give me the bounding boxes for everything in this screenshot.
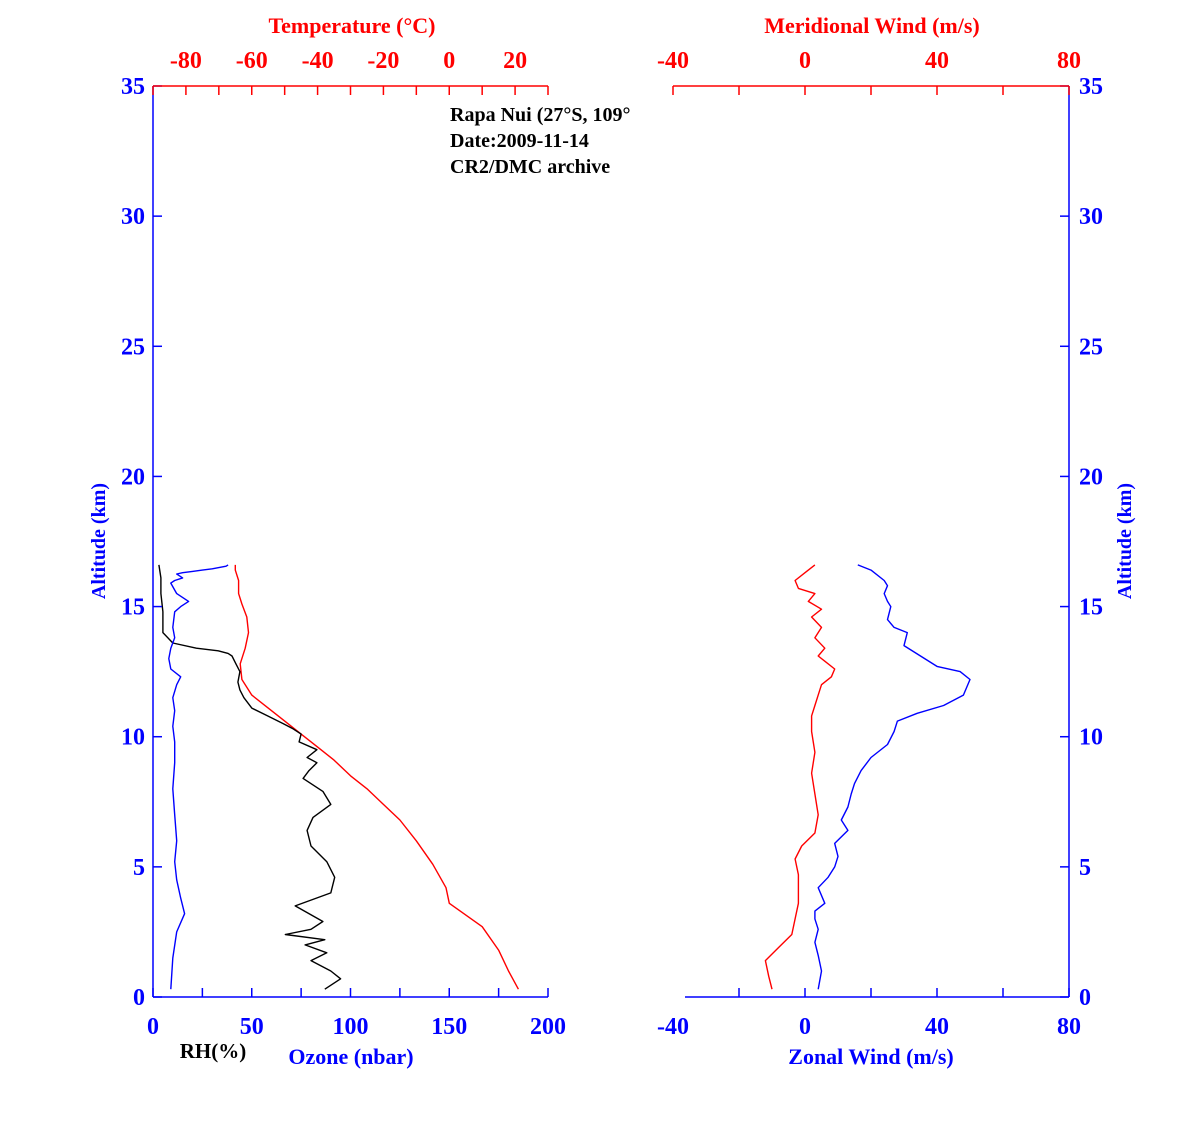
right-bottom-tick-label: 40 [925,1014,949,1040]
station-annotation: Rapa Nui (27°S, 109° Date:2009-11-14 CR2… [450,104,630,178]
left-y-axis-label: Altitude (km) [88,483,110,599]
right-bottom-tick-label: 80 [1057,1014,1081,1040]
left-y-tick-label: 30 [121,204,145,230]
left-series-ozone [158,564,342,990]
ozone-axis-label: Ozone (nbar) [288,1044,413,1069]
left-y-tick-label: 25 [121,334,145,360]
left-panel: 0 5 10 15 20 25 30 35 0 50 100 150 200 -80 -60 -40 -20 0 2… [88,13,566,1069]
left-series-rh [168,564,229,990]
annotation-archive: CR2/DMC archive [450,156,610,178]
right-bottom-tick-label: 0 [799,1014,811,1040]
left-axis-labels: Altitude (km) Temperature (°C) Ozone (nb… [88,13,436,1069]
left-bottom-tick-label: 0 [147,1014,159,1040]
left-y-tick-label: 0 [133,985,145,1011]
right-top-tick-label: -40 [657,48,689,74]
left-top-tick-label: 20 [503,48,527,74]
right-series-meridional-wind [764,564,836,990]
right-y-tick-label: 25 [1079,334,1103,360]
zonal-wind-axis-label: Zonal Wind (m/s) [788,1044,953,1069]
left-bottom-tick-label: 100 [333,1014,369,1040]
right-y-tick-label: 20 [1079,464,1103,490]
left-plot-area [158,564,520,990]
annotation-date: Date:2009-11-14 [450,130,589,152]
left-bottom-tick-label: 200 [530,1014,566,1040]
right-y-tick-label: 5 [1079,855,1091,881]
left-top-tick-label: -40 [302,48,334,74]
left-y-tick-label: 10 [121,725,145,751]
right-y-tick-label: 0 [1079,985,1091,1011]
left-bottom-tick-label: 150 [431,1014,467,1040]
right-top-tick-label: 0 [799,48,811,74]
right-axes: 0 5 10 15 20 25 30 35 -40 0 40 80 -40 0 40 80 [657,48,1103,1040]
left-top-tick-label: -80 [170,48,202,74]
right-bottom-tick-label: -40 [657,1014,689,1040]
right-top-tick-label: 80 [1057,48,1081,74]
annotation-station: Rapa Nui (27°S, 109° [450,104,630,126]
right-y-axis-label: Altitude (km) [1114,483,1136,599]
left-top-tick-label: -20 [367,48,399,74]
left-series-temperature [234,564,520,990]
left-y-tick-label: 20 [121,464,145,490]
right-top-tick-label: 40 [925,48,949,74]
right-y-tick-label: 35 [1079,74,1103,100]
right-y-tick-label: 30 [1079,204,1103,230]
left-bottom-tick-label: 50 [240,1014,264,1040]
left-y-tick-label: 5 [133,855,145,881]
rh-axis-label: RH(%) [180,1039,247,1063]
right-panel: 0 5 10 15 20 25 30 35 -40 0 40 80 -40 0 40 80 Altitude … [657,13,1136,1069]
meridional-wind-axis-label: Meridional Wind (m/s) [764,13,980,38]
right-plot-area [764,564,971,990]
right-y-tick-label: 15 [1079,595,1103,621]
left-axes: 0 5 10 15 20 25 30 35 0 50 100 150 200 -80 -60 -40 -20 0 2… [121,48,566,1040]
right-y-tick-label: 10 [1079,725,1103,751]
right-series-zonal-wind [814,564,971,990]
left-y-tick-label: 15 [121,595,145,621]
right-axis-labels: Altitude (km) Meridional Wind (m/s) Zona… [764,13,1136,1069]
left-top-tick-label: 0 [443,48,455,74]
temperature-axis-label: Temperature (°C) [268,13,435,38]
left-top-tick-label: -60 [236,48,268,74]
left-y-tick-label: 35 [121,74,145,100]
